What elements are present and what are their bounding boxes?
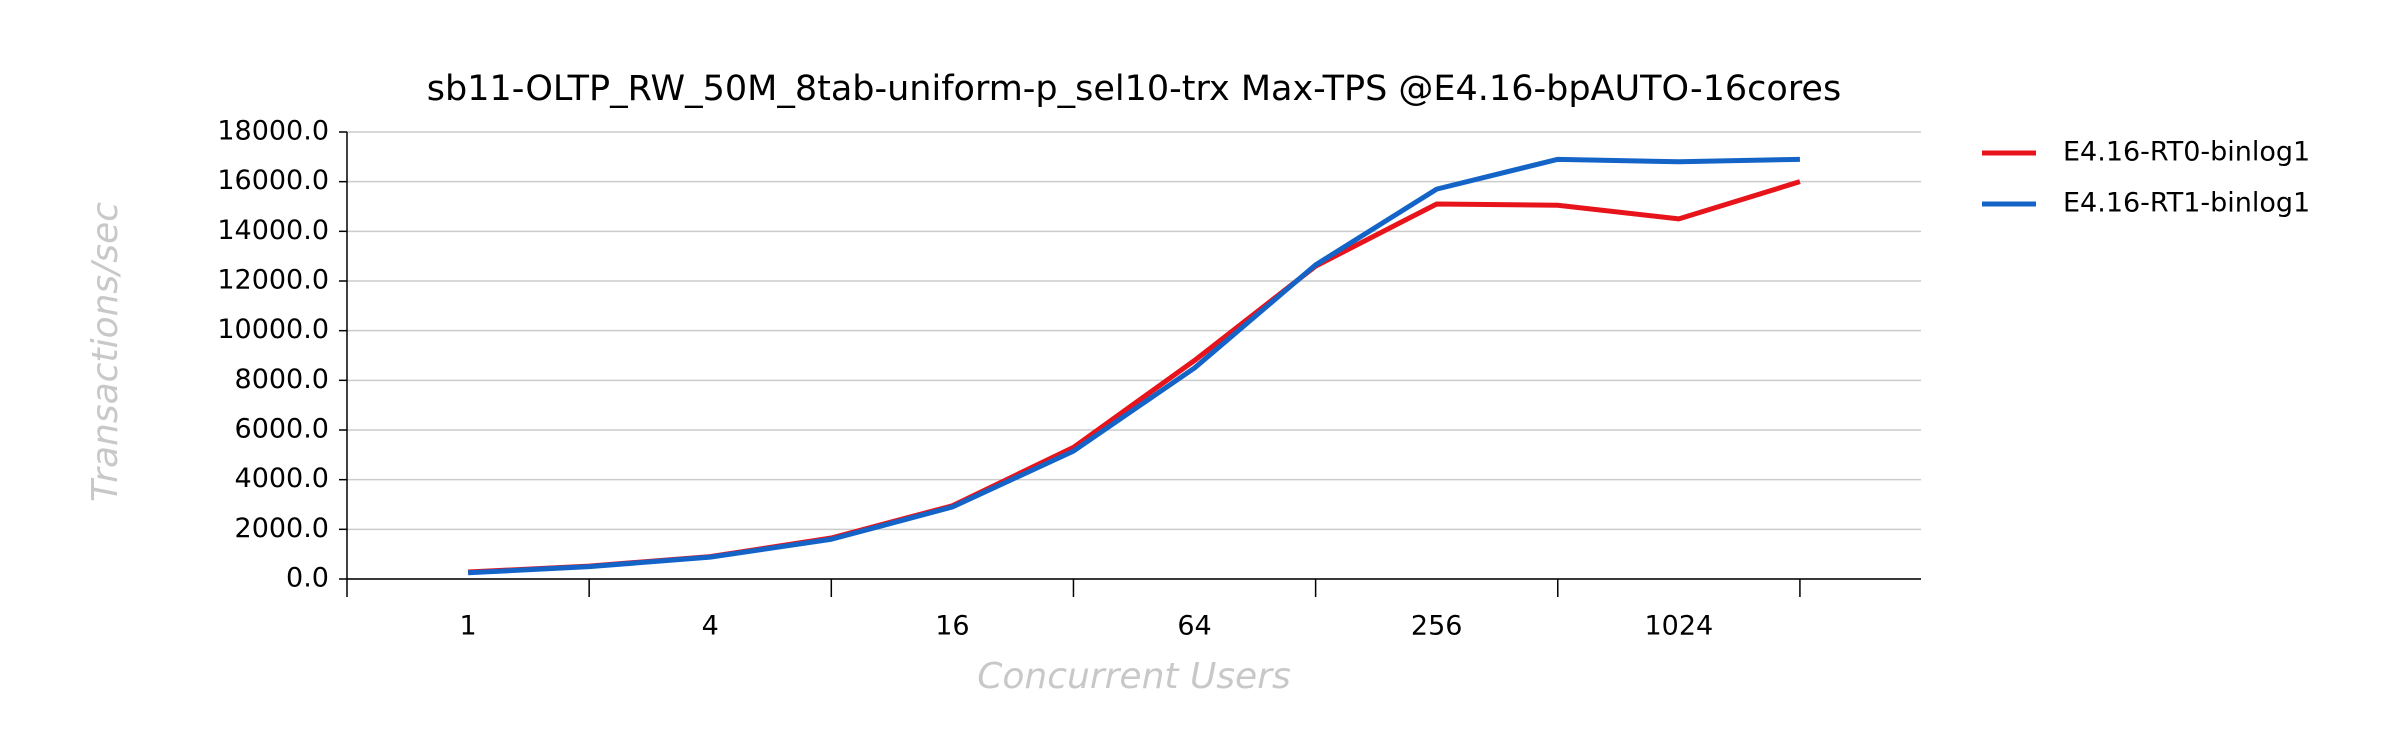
y-axis-label: Transactions/sec bbox=[85, 202, 126, 502]
y-tick-label: 10000.0 bbox=[217, 314, 329, 345]
legend-label: E4.16-RT0-binlog1 bbox=[2063, 137, 2310, 168]
y-tick-label: 16000.0 bbox=[217, 165, 329, 196]
y-tick-label: 18000.0 bbox=[217, 116, 329, 147]
x-tick-label: 4 bbox=[702, 611, 719, 642]
x-tick-label: 1024 bbox=[1644, 611, 1713, 642]
x-tick-label: 64 bbox=[1177, 611, 1211, 642]
series-line bbox=[467, 156, 1800, 576]
x-axis-label: Concurrent Users bbox=[977, 656, 1291, 697]
y-tick-label: 6000.0 bbox=[235, 414, 329, 445]
y-tick-label: 4000.0 bbox=[235, 463, 329, 494]
y-tick-label: 12000.0 bbox=[217, 265, 329, 296]
series-line bbox=[467, 179, 1801, 575]
x-tick-label: 1 bbox=[459, 611, 476, 642]
legend-label: E4.16-RT1-binlog1 bbox=[2063, 188, 2310, 219]
x-tick-label: 256 bbox=[1411, 611, 1463, 642]
y-tick-label: 8000.0 bbox=[235, 364, 329, 395]
y-tick-label: 2000.0 bbox=[235, 513, 329, 544]
y-tick-label: 14000.0 bbox=[217, 215, 329, 246]
chart-title: sb11-OLTP_RW_50M_8tab-uniform-p_sel10-tr… bbox=[427, 69, 1841, 109]
x-tick-label: 16 bbox=[935, 611, 969, 642]
y-tick-label: 0.0 bbox=[286, 563, 329, 594]
